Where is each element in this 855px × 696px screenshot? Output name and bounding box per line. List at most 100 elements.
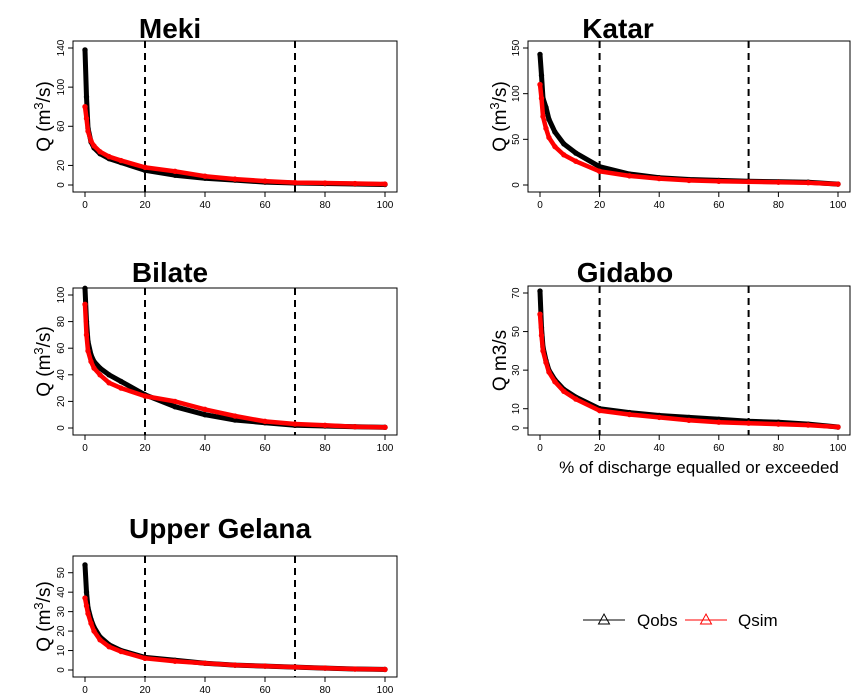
data-point-qsim [91, 143, 97, 149]
x-tick-label: 100 [377, 200, 394, 211]
data-point-qsim [106, 153, 112, 160]
data-point-qsim [352, 423, 358, 430]
y-tick-label: 0 [511, 425, 522, 431]
x-tick-label: 40 [199, 685, 211, 696]
data-point-qsim [382, 181, 388, 187]
y-tick-label: 150 [511, 39, 522, 56]
data-point-qobs [106, 372, 112, 378]
y-tick-label: 10 [511, 403, 522, 415]
data-point-qsim [716, 419, 722, 425]
y-tick-label: 40 [56, 369, 67, 381]
x-tick-label: 20 [594, 443, 606, 454]
x-tick-label: 80 [773, 200, 785, 211]
data-point-qsim [82, 595, 88, 601]
data-point-qsim [543, 359, 549, 366]
data-point-qsim [82, 104, 88, 110]
series-line-qsim [537, 82, 841, 187]
data-point-qsim [83, 115, 90, 122]
data-point-qsim [202, 660, 208, 666]
chart-title: Meki [139, 13, 201, 44]
data-point-qsim [537, 81, 543, 88]
data-point-qsim [382, 666, 388, 673]
x-tick-label: 20 [594, 200, 606, 211]
x-tick-label: 20 [139, 685, 151, 696]
data-point-qsim [775, 421, 782, 427]
data-point-qobs [82, 562, 88, 568]
data-point-qsim [745, 179, 752, 185]
data-point-qsim [262, 663, 268, 669]
y-tick-label: 20 [56, 159, 67, 171]
data-point-qobs [202, 412, 208, 418]
data-point-qsim [82, 301, 88, 308]
x-axis-label: % of discharge equalled or exceeded [559, 458, 839, 477]
y-tick-label: 30 [511, 364, 522, 376]
data-point-qsim [106, 643, 112, 650]
data-point-qsim [172, 168, 178, 175]
data-point-qsim [322, 180, 328, 186]
series-line-qobs [537, 288, 841, 430]
data-point-qsim [686, 417, 692, 423]
data-point-qobs [83, 94, 90, 100]
data-point-qsim [538, 332, 545, 339]
chart-title: Gidabo [577, 257, 673, 288]
data-point-qsim [232, 176, 238, 182]
y-tick-label: 60 [56, 342, 67, 354]
plot-frame [72, 555, 398, 678]
data-point-qsim [292, 664, 298, 670]
data-point-qsim [292, 179, 298, 186]
panel-gidabo: Gidabo 0 20 40 60 80 100 0 10 30 50 70 Q m3/s % of di… [490, 257, 851, 477]
data-point-qobs [82, 285, 88, 292]
legend-label-qsim: Qsim [738, 611, 778, 630]
data-point-qsim [656, 414, 662, 421]
data-point-qsim [552, 379, 558, 385]
x-tick-label: 100 [377, 685, 394, 696]
y-tick-label: 60 [56, 120, 67, 132]
y-tick-label: 140 [56, 39, 67, 56]
y-axis-label: Q m3/s [490, 330, 511, 391]
y-tick-label: 30 [56, 606, 67, 618]
data-point-qsim [656, 175, 662, 182]
plot-frame [527, 40, 851, 193]
data-point-qsim [805, 180, 811, 186]
data-point-qsim [97, 149, 103, 155]
data-point-qsim [540, 113, 546, 120]
y-tick-label: 100 [56, 286, 67, 303]
plot-frame [527, 285, 851, 436]
data-point-qsim [561, 388, 567, 395]
data-point-qsim [745, 420, 752, 426]
panel-meki: Meki 0 20 40 60 80 100 0 20 60 100 140 Q (m3/s) [31, 13, 398, 211]
y-tick-label: 0 [56, 667, 67, 673]
x-tick-label: 60 [713, 200, 725, 211]
x-tick-label: 0 [82, 200, 88, 211]
x-tick-label: 0 [537, 200, 543, 211]
y-axis-label: Q (m3/s) [487, 81, 512, 152]
data-point-qsim [573, 396, 579, 402]
data-point-qsim [352, 666, 358, 672]
data-point-qsim [538, 95, 545, 101]
data-point-qsim [543, 125, 549, 132]
data-point-qsim [142, 393, 148, 399]
plot-frame [72, 287, 398, 436]
series-line-qsim [537, 311, 841, 430]
chart-title: Katar [582, 13, 654, 44]
data-point-qsim [596, 168, 603, 175]
y-axis-label: Q (m3/s) [31, 81, 56, 152]
x-tick-label: 80 [319, 443, 331, 454]
data-point-qsim [91, 365, 97, 371]
y-tick-label: 50 [511, 326, 522, 338]
data-point-qsim [88, 358, 94, 365]
data-point-qsim [91, 628, 97, 634]
data-point-qsim [118, 157, 124, 164]
data-point-qsim [142, 655, 148, 662]
y-tick-label: 50 [56, 567, 67, 579]
data-point-qsim [202, 406, 208, 413]
data-point-qsim [716, 178, 722, 185]
data-point-qsim [540, 348, 546, 354]
data-point-qobs [573, 150, 579, 156]
data-point-qsim [537, 311, 543, 317]
data-point-qsim [805, 422, 811, 428]
y-tick-label: 20 [56, 625, 67, 637]
data-point-qsim [835, 424, 841, 430]
data-point-qobs [537, 51, 543, 58]
